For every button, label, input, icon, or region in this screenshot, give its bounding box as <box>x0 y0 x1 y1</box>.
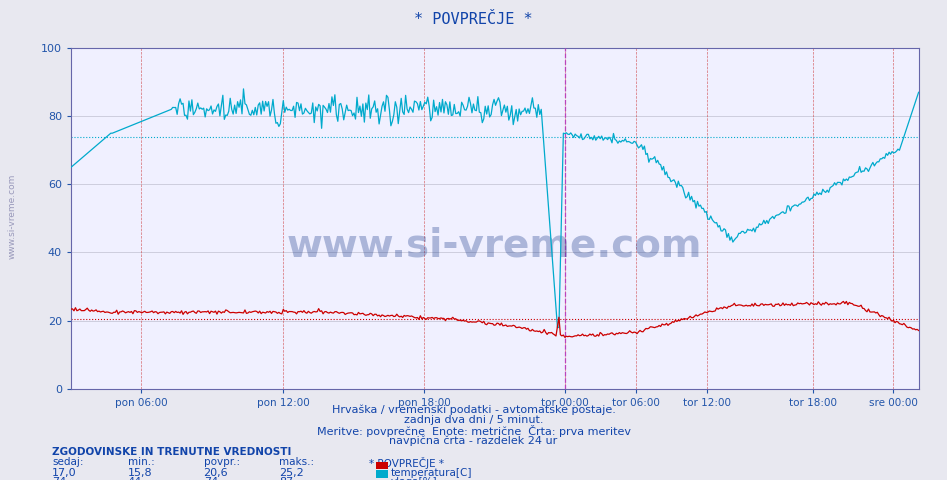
Text: Hrvaška / vremenski podatki - avtomatske postaje.: Hrvaška / vremenski podatki - avtomatske… <box>331 404 616 415</box>
Text: 74: 74 <box>204 477 218 480</box>
Text: www.si-vreme.com: www.si-vreme.com <box>8 173 17 259</box>
Text: min.:: min.: <box>128 457 154 468</box>
Text: 25,2: 25,2 <box>279 468 304 478</box>
Text: 17,0: 17,0 <box>52 468 77 478</box>
Text: navpična črta - razdelek 24 ur: navpična črta - razdelek 24 ur <box>389 436 558 446</box>
Text: * POVPREČJE *: * POVPREČJE * <box>414 12 533 27</box>
Text: zadnja dva dni / 5 minut.: zadnja dva dni / 5 minut. <box>403 415 544 425</box>
Text: maks.:: maks.: <box>279 457 314 468</box>
Text: 87: 87 <box>279 477 294 480</box>
Text: vlaga[%]: vlaga[%] <box>391 477 438 480</box>
Text: 74: 74 <box>52 477 66 480</box>
Text: Meritve: povprečne  Enote: metrične  Črta: prva meritev: Meritve: povprečne Enote: metrične Črta:… <box>316 425 631 437</box>
Text: temperatura[C]: temperatura[C] <box>391 468 473 478</box>
Text: povpr.:: povpr.: <box>204 457 240 468</box>
Text: sedaj:: sedaj: <box>52 457 83 468</box>
Text: www.si-vreme.com: www.si-vreme.com <box>287 227 703 264</box>
Text: 15,8: 15,8 <box>128 468 152 478</box>
Text: 44: 44 <box>128 477 142 480</box>
Text: * POVPREČJE *: * POVPREČJE * <box>369 457 444 469</box>
Text: ZGODOVINSKE IN TRENUTNE VREDNOSTI: ZGODOVINSKE IN TRENUTNE VREDNOSTI <box>52 447 292 457</box>
Text: 20,6: 20,6 <box>204 468 228 478</box>
